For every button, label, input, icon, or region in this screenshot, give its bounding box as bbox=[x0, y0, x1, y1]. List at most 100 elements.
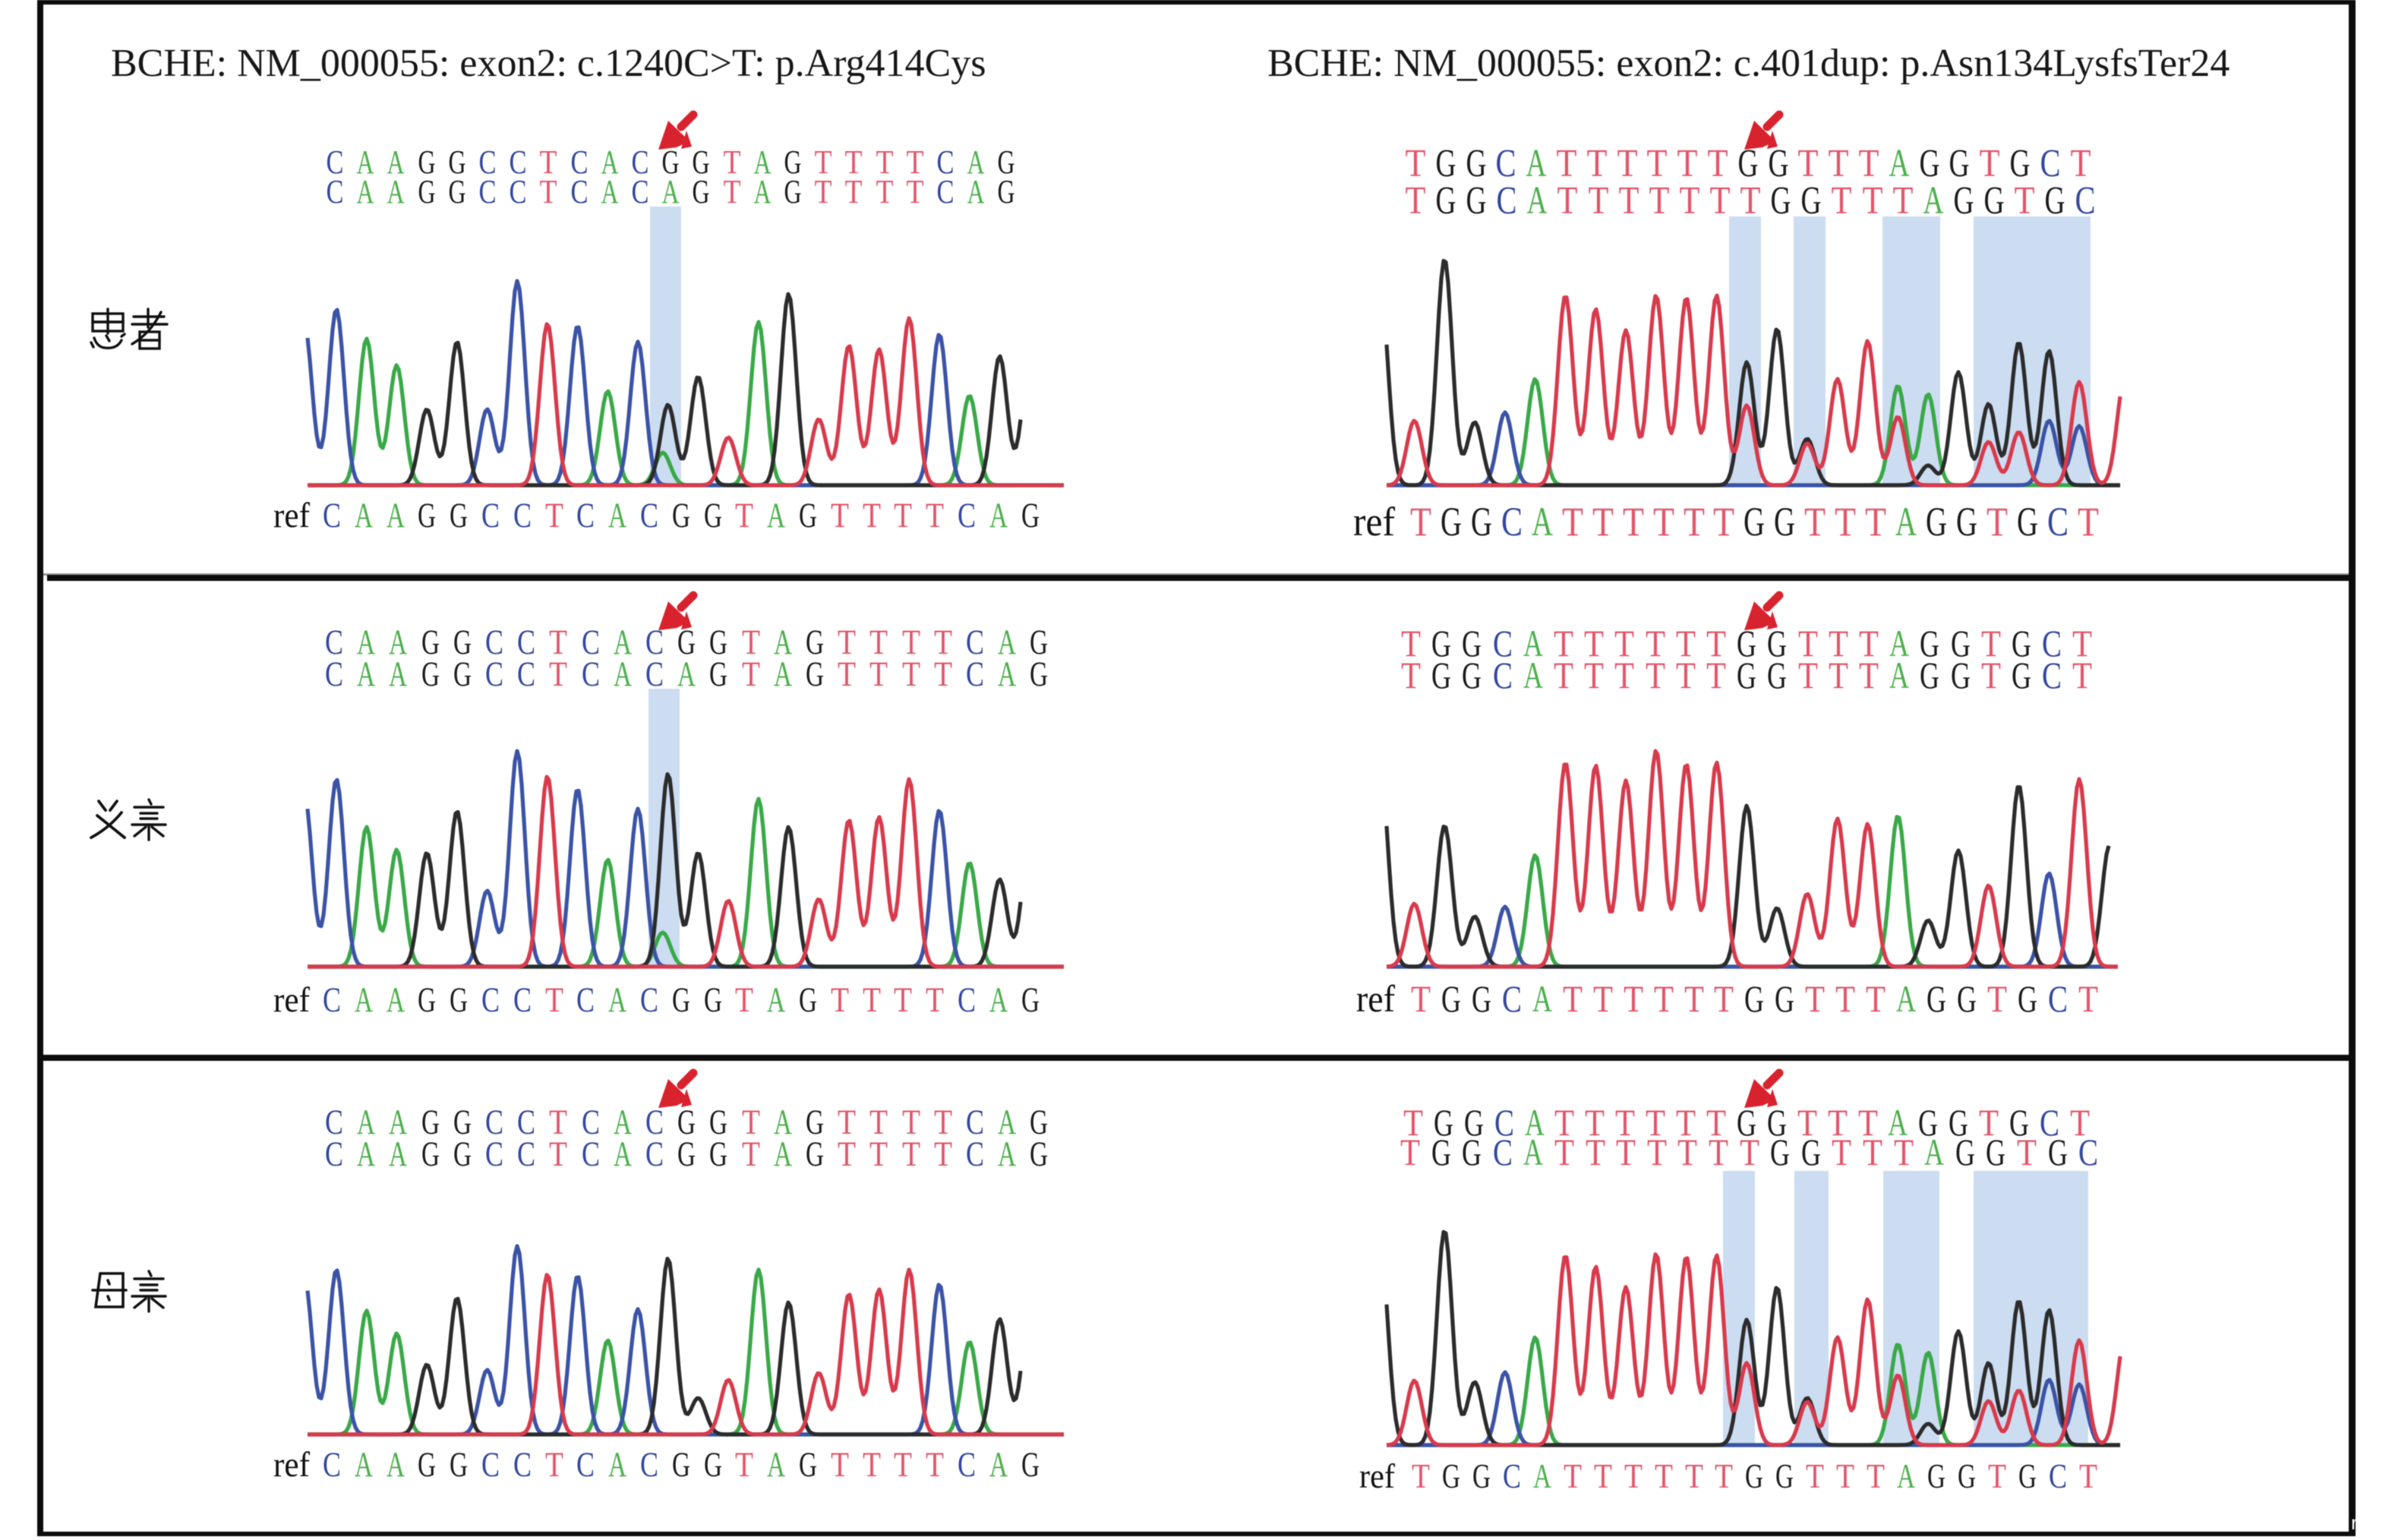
svg-text:G: G bbox=[1767, 622, 1787, 664]
svg-text:C: C bbox=[937, 173, 955, 210]
svg-text:T: T bbox=[845, 173, 863, 210]
svg-text:T: T bbox=[1655, 1456, 1673, 1495]
svg-text:T: T bbox=[1562, 499, 1583, 544]
svg-text:T: T bbox=[1684, 499, 1705, 544]
svg-text:T: T bbox=[549, 1134, 567, 1174]
svg-text:C: C bbox=[571, 173, 589, 210]
svg-text:A: A bbox=[989, 980, 1008, 1020]
svg-text:ref: ref bbox=[273, 980, 310, 1020]
svg-text:T: T bbox=[1411, 977, 1431, 1020]
svg-text:G: G bbox=[1462, 622, 1482, 664]
svg-text:T: T bbox=[1624, 977, 1643, 1020]
svg-text:C: C bbox=[1497, 179, 1517, 222]
svg-text:T: T bbox=[549, 623, 567, 662]
svg-text:C: C bbox=[485, 1103, 503, 1142]
svg-text:G: G bbox=[1920, 142, 1940, 185]
svg-text:G: G bbox=[418, 496, 436, 535]
svg-text:T: T bbox=[1828, 1101, 1848, 1144]
svg-text:T: T bbox=[2017, 1131, 2037, 1173]
svg-text:T: T bbox=[863, 980, 881, 1020]
svg-text:A: A bbox=[967, 144, 985, 181]
svg-text:G: G bbox=[1462, 1131, 1482, 1173]
svg-text:T: T bbox=[863, 1445, 881, 1485]
svg-text:T: T bbox=[742, 655, 760, 694]
svg-text:C: C bbox=[479, 173, 497, 210]
svg-text:T: T bbox=[1410, 499, 1431, 544]
svg-text:C: C bbox=[325, 1134, 343, 1174]
svg-text:A: A bbox=[1889, 142, 1910, 185]
svg-text:C: C bbox=[1496, 142, 1516, 185]
svg-text:T: T bbox=[1835, 977, 1855, 1020]
svg-text:A: A bbox=[754, 144, 772, 181]
svg-text:G: G bbox=[1442, 1456, 1460, 1495]
svg-text:T: T bbox=[1709, 1131, 1728, 1173]
svg-text:T: T bbox=[1858, 1101, 1878, 1144]
svg-text:T: T bbox=[1554, 654, 1573, 696]
svg-text:T: T bbox=[1706, 1101, 1726, 1144]
svg-text:C: C bbox=[481, 1445, 500, 1485]
svg-text:A: A bbox=[1532, 499, 1553, 544]
svg-text:G: G bbox=[1956, 499, 1977, 544]
svg-text:T: T bbox=[926, 496, 944, 535]
svg-text:A: A bbox=[1532, 977, 1552, 1020]
svg-text:T: T bbox=[831, 980, 849, 1020]
svg-text:T: T bbox=[2079, 1456, 2097, 1495]
svg-text:T: T bbox=[742, 623, 760, 662]
svg-text:T: T bbox=[1401, 654, 1421, 696]
svg-text:G: G bbox=[1462, 654, 1482, 696]
svg-text:A: A bbox=[608, 1445, 626, 1485]
svg-text:G: G bbox=[704, 496, 722, 535]
svg-text:T: T bbox=[1893, 179, 1914, 222]
svg-text:T: T bbox=[1798, 654, 1818, 696]
svg-text:G: G bbox=[1471, 499, 1492, 544]
svg-text:A: A bbox=[1896, 977, 1916, 1020]
svg-text:T: T bbox=[902, 655, 920, 694]
svg-text:G: G bbox=[806, 1134, 824, 1174]
svg-text:A: A bbox=[1897, 1456, 1915, 1495]
svg-text:BCHE: NM_000055: exon2: c.1240: BCHE: NM_000055: exon2: c.1240C>T: p.Arg… bbox=[111, 42, 986, 85]
svg-text:G: G bbox=[1436, 179, 1456, 222]
svg-text:G: G bbox=[799, 496, 817, 535]
svg-text:T: T bbox=[1829, 622, 1848, 664]
svg-text:T: T bbox=[1586, 1131, 1605, 1173]
svg-text:T: T bbox=[1867, 1456, 1885, 1495]
svg-text:G: G bbox=[1738, 142, 1759, 185]
svg-text:ref: ref bbox=[1359, 1456, 1396, 1495]
svg-text:G: G bbox=[677, 623, 696, 662]
svg-text:T: T bbox=[1980, 142, 2000, 185]
svg-text:T: T bbox=[1981, 622, 2001, 664]
svg-text:G: G bbox=[1436, 142, 1456, 185]
svg-text:T: T bbox=[1987, 977, 2007, 1020]
svg-text:T: T bbox=[1863, 1131, 1882, 1173]
svg-text:T: T bbox=[869, 655, 888, 694]
svg-text:T: T bbox=[876, 144, 894, 181]
svg-text:T: T bbox=[549, 655, 567, 694]
svg-text:G: G bbox=[1021, 1445, 1040, 1485]
svg-text:A: A bbox=[387, 1445, 405, 1485]
svg-text:T: T bbox=[1836, 1456, 1854, 1495]
svg-text:G: G bbox=[1986, 1131, 2005, 1173]
svg-text:G: G bbox=[1775, 1456, 1794, 1495]
svg-text:A: A bbox=[389, 1134, 407, 1174]
svg-text:A: A bbox=[614, 1103, 632, 1142]
svg-text:T: T bbox=[1554, 1101, 1574, 1144]
svg-text:T: T bbox=[934, 623, 952, 662]
svg-text:C: C bbox=[325, 1103, 343, 1142]
svg-text:C: C bbox=[517, 1134, 535, 1174]
svg-text:T: T bbox=[815, 173, 832, 210]
svg-text:T: T bbox=[1797, 1101, 1817, 1144]
svg-text:T: T bbox=[1680, 179, 1700, 222]
svg-text:G: G bbox=[1472, 977, 1491, 1020]
svg-text:T: T bbox=[1594, 1456, 1612, 1495]
svg-text:G: G bbox=[1441, 499, 1462, 544]
svg-text:C: C bbox=[576, 980, 595, 1020]
svg-text:A: A bbox=[355, 496, 373, 535]
svg-text:T: T bbox=[1894, 1131, 1914, 1173]
svg-text:G: G bbox=[1030, 1103, 1048, 1142]
svg-text:G: G bbox=[1767, 1101, 1787, 1144]
svg-text:T: T bbox=[838, 1134, 856, 1174]
svg-text:A: A bbox=[989, 1445, 1008, 1485]
svg-text:G: G bbox=[453, 623, 472, 662]
svg-text:C: C bbox=[479, 144, 497, 181]
svg-text:G: G bbox=[998, 144, 1015, 181]
